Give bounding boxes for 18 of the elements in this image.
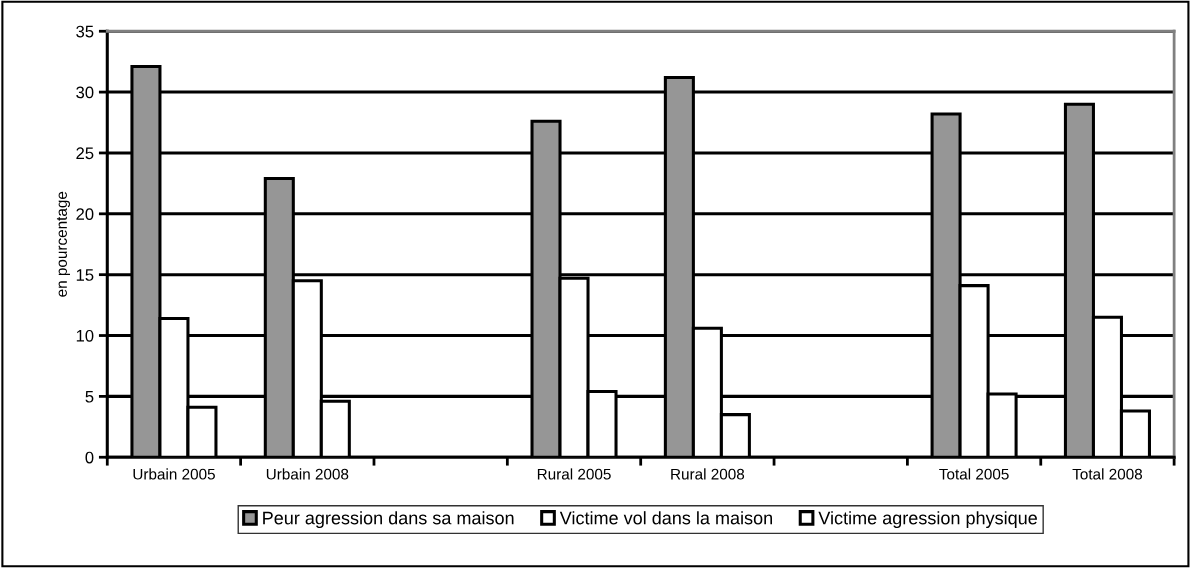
x-tick-label: Rural 2008	[671, 468, 745, 480]
legend-label: Victime agression physique	[818, 511, 1037, 528]
y-axis-title: en pourcentage	[56, 191, 70, 297]
y-tick-label: 35	[76, 25, 94, 38]
x-tick-label: Urbain 2005	[133, 468, 215, 480]
legend-label: Victime vol dans la maison	[559, 511, 772, 525]
x-tick-label: Urbain 2008	[266, 468, 349, 480]
x-tick-label: Total 2005	[939, 468, 1009, 480]
x-tick-label: Total 2008	[1072, 468, 1143, 480]
y-tick-label: 0	[85, 451, 94, 464]
y-tick-label: 30	[76, 86, 94, 99]
legend-label: Peur agression dans sa maison	[263, 511, 514, 528]
y-tick-label: 10	[76, 329, 94, 342]
x-tick-label: Rural 2005	[537, 468, 611, 480]
y-tick-label: 25	[76, 147, 94, 160]
y-tick-label: 15	[76, 269, 94, 281]
y-tick-label: 5	[85, 390, 94, 403]
y-tick-label: 20	[76, 208, 94, 221]
